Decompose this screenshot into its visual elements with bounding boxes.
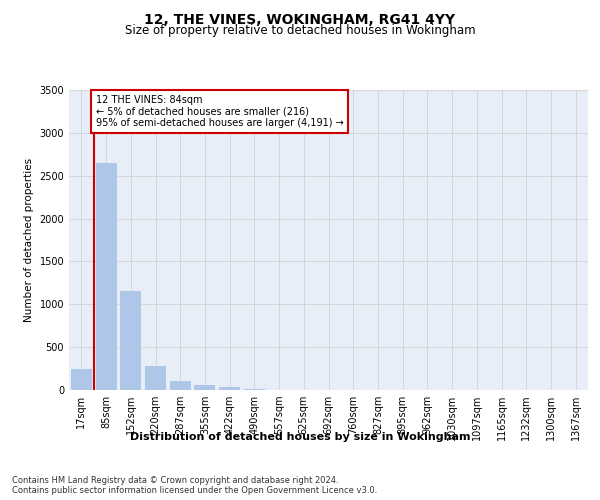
Text: Contains HM Land Registry data © Crown copyright and database right 2024.
Contai: Contains HM Land Registry data © Crown c… xyxy=(12,476,377,495)
Bar xyxy=(170,382,191,390)
Bar xyxy=(120,292,141,390)
Bar xyxy=(194,386,215,390)
Bar xyxy=(244,389,265,390)
Bar xyxy=(71,368,92,390)
Text: Size of property relative to detached houses in Wokingham: Size of property relative to detached ho… xyxy=(125,24,475,37)
Text: Distribution of detached houses by size in Wokingham: Distribution of detached houses by size … xyxy=(130,432,470,442)
Text: 12, THE VINES, WOKINGHAM, RG41 4YY: 12, THE VINES, WOKINGHAM, RG41 4YY xyxy=(145,12,455,26)
Y-axis label: Number of detached properties: Number of detached properties xyxy=(24,158,34,322)
Bar xyxy=(145,366,166,390)
Bar xyxy=(95,163,116,390)
Text: 12 THE VINES: 84sqm
← 5% of detached houses are smaller (216)
95% of semi-detach: 12 THE VINES: 84sqm ← 5% of detached hou… xyxy=(95,95,343,128)
Bar xyxy=(219,387,240,390)
